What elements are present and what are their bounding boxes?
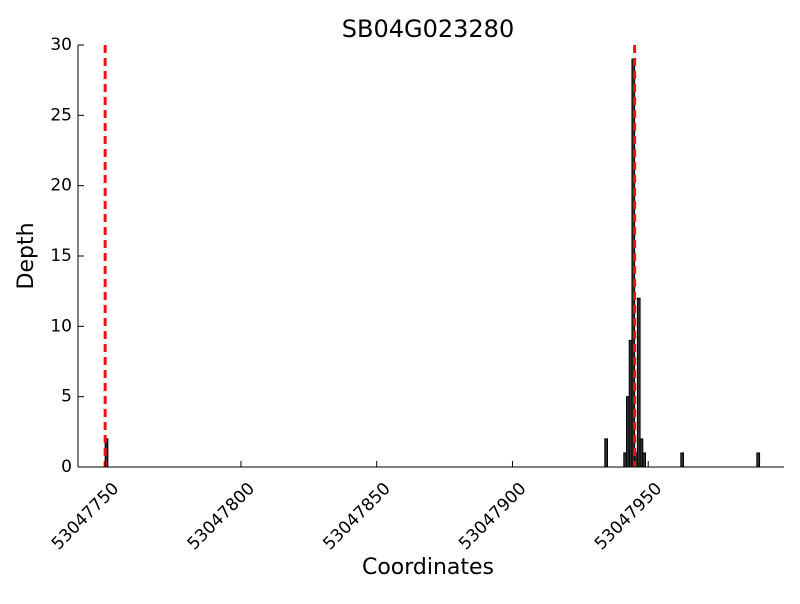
y-tick-label: 25 [50,105,72,125]
bar [642,452,647,468]
y-tick-label: 10 [50,316,72,336]
bar [680,452,685,468]
x-tick-label: 53047750 [48,479,123,554]
y-tick-label: 20 [50,176,72,196]
y-tick-label: 15 [50,246,72,266]
bar [604,438,608,468]
bar [756,452,761,468]
chart-title: SB04G023280 [342,15,514,43]
x-axis-label: Coordinates [362,555,494,580]
x-tick-label: 53047950 [591,479,666,554]
y-tick-label: 0 [61,457,72,477]
y-axis-label: Depth [14,222,39,289]
x-tick-label: 53047850 [319,479,394,554]
bar [631,58,636,468]
x-tick-label: 53047800 [184,479,259,554]
x-tick-label: 53047900 [455,479,530,554]
y-tick-label: 5 [61,387,72,407]
y-tick-label: 30 [50,35,72,55]
